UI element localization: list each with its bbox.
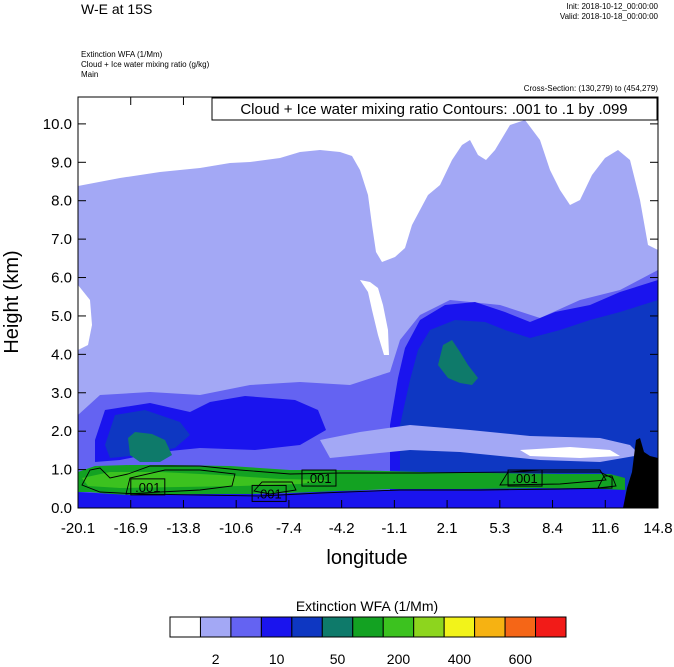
y-tick-label: 1.0	[51, 462, 72, 479]
x-axis-label: longitude	[326, 547, 407, 569]
y-tick-label: 5.0	[51, 308, 72, 325]
x-axis: -20.1 -16.9 -13.8 -10.6 -7.4 -4.2 -1.1 2.1 5.3 8.…	[61, 97, 673, 537]
colorbar-label: 10	[269, 651, 285, 667]
contour-label: .001	[306, 471, 331, 486]
x-tick-label: -16.9	[114, 520, 148, 537]
contour-label-box	[251, 484, 287, 502]
y-tick-label: 3.0	[51, 385, 72, 402]
colorbar: 2 10 50 200 400 600	[169, 616, 567, 667]
chart-title: W-E at 15S	[81, 1, 153, 17]
init-time: Init: 2018-10-12_00:00:00	[566, 2, 658, 11]
y-tick-label: 2.0	[51, 423, 72, 440]
y-tick-label: 4.0	[51, 346, 72, 363]
x-tick-label: -4.2	[329, 520, 355, 537]
x-tick-label: -10.6	[219, 520, 253, 537]
y-tick-label: 9.0	[51, 154, 72, 171]
x-tick-label: 8.4	[542, 520, 563, 537]
colorbar-swatch	[260, 616, 293, 638]
y-axis: 0.0 1.0 2.0 3.0 4.0 5.0 6.0 7.0 8.0 9.0 10.0	[43, 116, 658, 517]
colorbar-swatch	[352, 616, 384, 638]
x-tick-label: 11.6	[591, 520, 619, 537]
white-gap-mid	[360, 280, 389, 355]
field-info: Extinction WFA (1/Mm) Cloud + Ice water …	[81, 50, 209, 80]
x-tick-label: -7.4	[276, 520, 302, 537]
colorbar-swatch	[382, 616, 415, 638]
colorbar-swatch	[321, 616, 354, 638]
contour-label-box	[301, 469, 337, 487]
field-line-2: Cloud + Ice water mixing ratio (g/kg)	[81, 60, 210, 69]
y-tick-label: 10.0	[43, 116, 72, 133]
contour-info: Cloud + Ice water mixing ratio Contours:…	[240, 101, 627, 118]
contour-line	[125, 469, 236, 495]
y-tick-label: 0.0	[51, 500, 72, 517]
contour-line	[253, 481, 297, 495]
x-tick-label: -20.1	[61, 520, 95, 537]
y-tick-label: 7.0	[51, 231, 72, 248]
colorbar-label: 50	[330, 651, 346, 667]
x-tick-label: 5.3	[489, 520, 510, 537]
field-line-1: Extinction WFA (1/Mm)	[81, 50, 163, 59]
colorbar-label: 2	[212, 651, 220, 667]
valid-time: Valid: 2018-10-18_00:00:00	[559, 12, 658, 21]
colorbar-swatch	[504, 616, 537, 638]
contour-label-box	[507, 469, 543, 487]
colorbar-swatch	[443, 616, 476, 638]
extinction-teal-patch	[438, 340, 478, 385]
plot-area	[78, 97, 658, 508]
white-gap-left	[78, 285, 92, 350]
time-info: Init: 2018-10-12_00:00:00 Valid: 2018-10…	[560, 2, 658, 22]
x-tick-label: -13.8	[166, 520, 200, 537]
x-tick-label: -1.1	[381, 520, 407, 537]
colorbar-swatch	[413, 616, 445, 638]
contour-label: .001	[256, 486, 281, 501]
colorbar-swatch	[230, 616, 262, 638]
contour-line	[597, 475, 617, 489]
colorbar-title: Extinction WFA (1/Mm)	[296, 598, 438, 614]
contour-label: .001	[512, 471, 537, 486]
x-tick-label: 14.8	[643, 520, 672, 537]
contour-label-box	[130, 478, 166, 496]
surface-blue-band	[78, 488, 625, 508]
y-tick-label: 6.0	[51, 270, 72, 287]
contour-line	[81, 465, 613, 497]
colorbar-label: 200	[387, 651, 411, 667]
x-tick-label: 2.1	[437, 520, 458, 537]
colorbar-swatch	[291, 616, 323, 638]
field-line-3: Main	[81, 70, 99, 79]
lower-white-band	[520, 447, 620, 458]
colorbar-swatch	[474, 616, 506, 638]
contour-label: .001	[135, 480, 160, 495]
colorbar-label: 400	[448, 651, 472, 667]
terrain	[623, 438, 658, 508]
y-tick-label: 8.0	[51, 193, 72, 210]
extinction-teal-left	[128, 432, 172, 462]
contour-labels: .001 .001 .001 .001	[130, 469, 543, 502]
boundary-layer-green	[78, 465, 625, 495]
colorbar-swatch	[535, 616, 567, 638]
boundary-layer-bright	[82, 472, 330, 488]
cross-section-label: Cross-Section: (130,279) to (454,279)	[523, 84, 658, 93]
contour-info-box	[211, 97, 658, 121]
plot-frame	[77, 96, 659, 509]
colorbar-swatch	[199, 616, 232, 638]
colorbar-swatch	[169, 616, 201, 638]
y-axis-label: Height (km)	[1, 250, 23, 353]
colorbar-label: 600	[509, 651, 533, 667]
